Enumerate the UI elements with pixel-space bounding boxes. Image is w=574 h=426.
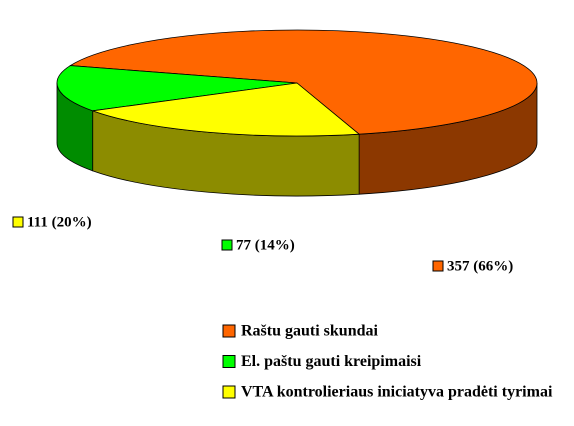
- value-label-swatch: [12, 216, 24, 228]
- value-label: 77 (14%): [236, 237, 295, 253]
- pie-slice: [69, 29, 538, 135]
- value-label-swatch: [432, 260, 444, 272]
- legend-swatch: [222, 324, 236, 338]
- legend-label: El. paštu gauti kreipimaisi: [241, 353, 422, 370]
- legend-label: Raštu gauti skundai: [241, 323, 379, 340]
- value-label: 357 (66%): [447, 258, 513, 274]
- value-label-swatch: [221, 239, 233, 251]
- legend-swatch: [222, 385, 236, 399]
- pie: [56, 29, 538, 197]
- legend-swatch: [222, 355, 236, 368]
- value-label: 111 (20%): [27, 214, 92, 230]
- legend-label: VTA kontrolieriaus iniciatyva pradėti ty…: [241, 384, 553, 401]
- pie-slice: [56, 65, 298, 112]
- pie-slice: [92, 82, 361, 137]
